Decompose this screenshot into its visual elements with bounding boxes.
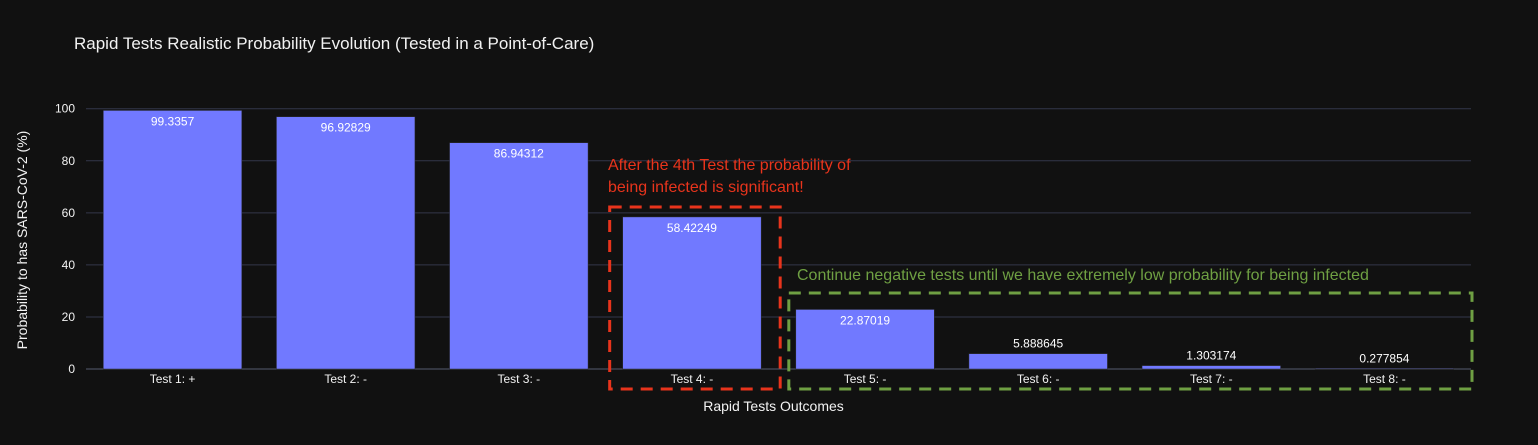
x-tick-label: Test 5: - (844, 372, 887, 386)
highlight-box-red (608, 205, 782, 391)
x-tick-label: Test 6: - (1017, 372, 1060, 386)
highlight-box-green (787, 291, 1474, 391)
bar (968, 353, 1108, 370)
annotation-green-line: Continue negative tests until we have ex… (797, 267, 1369, 284)
data-labels: 99.3357 96.92829 86.94312 58.42249 22.87019 5… (151, 114, 1410, 365)
y-tick-label: 100 (55, 102, 75, 116)
x-tick-label: Test 1: + (150, 372, 196, 386)
y-tick-label: 60 (62, 206, 76, 220)
chart-title: Rapid Tests Realistic Probability Evolut… (74, 34, 594, 53)
x-tick-label: Test 7: - (1190, 372, 1233, 386)
y-tick-label: 20 (62, 310, 76, 324)
y-axis-ticks: 0 20 40 60 80 100 (55, 102, 75, 376)
bar (622, 216, 762, 370)
bar (276, 116, 416, 370)
bar (1314, 368, 1454, 370)
annotation-red-line: being infected is significant! (608, 179, 804, 196)
x-tick-label: Test 4: - (671, 372, 714, 386)
data-label: 1.303174 (1186, 349, 1236, 363)
bars (103, 110, 1454, 370)
annotation-green: Continue negative tests until we have ex… (797, 267, 1369, 284)
x-tick-label: Test 3: - (497, 372, 540, 386)
bar (103, 110, 243, 370)
x-axis-title: Rapid Tests Outcomes (703, 398, 844, 414)
y-tick-label: 80 (62, 154, 76, 168)
bar (1141, 365, 1281, 370)
data-label: 22.87019 (840, 313, 890, 327)
y-axis-title: Probability to has SARS-CoV-2 (%) (14, 131, 30, 350)
annotations: After the 4th Test the probability of bei… (608, 157, 1474, 391)
annotation-red: After the 4th Test the probability of bei… (608, 157, 851, 196)
data-label: 58.42249 (667, 221, 717, 235)
data-label: 99.3357 (151, 114, 195, 128)
data-label: 96.92829 (321, 121, 371, 135)
x-tick-label: Test 2: - (324, 372, 367, 386)
y-tick-label: 0 (68, 362, 75, 376)
bar (795, 309, 935, 370)
y-tick-label: 40 (62, 258, 76, 272)
x-axis-ticks: Test 1: + Test 2: - Test 3: - Test 4: - Test… (150, 372, 1406, 386)
annotation-red-line: After the 4th Test the probability of (608, 157, 851, 174)
x-tick-label: Test 8: - (1363, 372, 1406, 386)
data-label: 5.888645 (1013, 337, 1063, 351)
data-label: 86.94312 (494, 147, 544, 161)
data-label: 0.277854 (1359, 351, 1409, 365)
bar (449, 142, 589, 370)
